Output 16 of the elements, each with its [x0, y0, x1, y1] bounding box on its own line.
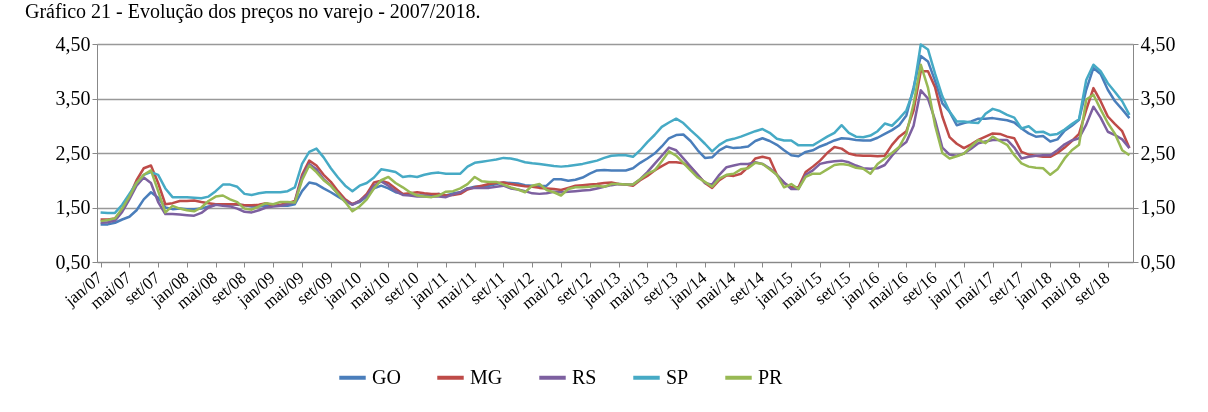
y2-tick-label: 3,50: [1140, 87, 1176, 109]
y-tick-label: 1,50: [55, 196, 91, 218]
y-tick-label: 0,50: [55, 250, 91, 273]
y2-tick-label: 4,50: [1140, 32, 1176, 55]
legend-label: SP: [666, 365, 689, 388]
legend-label: MG: [470, 365, 503, 388]
legend-label: PR: [758, 365, 784, 388]
legend-label: GO: [372, 365, 401, 388]
y2-tick-label: 1,50: [1140, 196, 1176, 218]
legend-label: RS: [572, 365, 597, 388]
y2-tick-label: 0,50: [1140, 250, 1176, 273]
y2-tick-label: 2,50: [1140, 141, 1176, 164]
y-tick-label: 3,50: [55, 87, 91, 109]
y-tick-label: 4,50: [55, 32, 91, 55]
y-tick-label: 2,50: [55, 141, 91, 164]
chart-title: Gráfico 21 - Evolução dos preços no varejo - 2007/2018.: [25, 0, 481, 23]
